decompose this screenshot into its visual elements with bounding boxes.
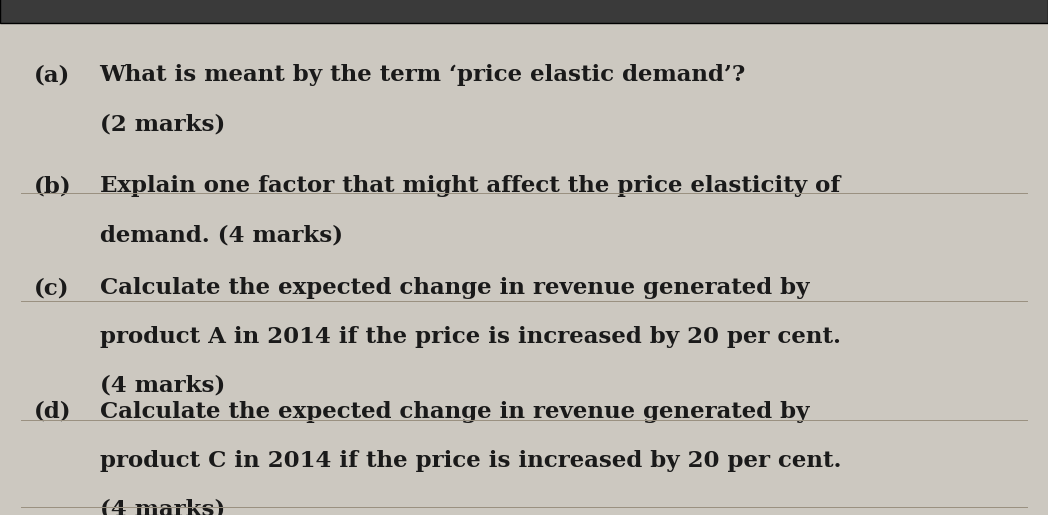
- Text: (b): (b): [34, 175, 71, 197]
- Text: product C in 2014 if the price is increased by 20 per cent.: product C in 2014 if the price is increa…: [100, 450, 842, 472]
- Text: product A in 2014 if the price is increased by 20 per cent.: product A in 2014 if the price is increa…: [100, 326, 840, 348]
- Text: Calculate the expected change in revenue generated by: Calculate the expected change in revenue…: [100, 401, 809, 423]
- Text: demand. (4 marks): demand. (4 marks): [100, 224, 343, 246]
- Text: (d): (d): [34, 401, 71, 423]
- Text: (4 marks): (4 marks): [100, 499, 225, 515]
- Text: (2 marks): (2 marks): [100, 113, 225, 135]
- Text: (c): (c): [34, 277, 69, 299]
- FancyBboxPatch shape: [0, 0, 1048, 23]
- Text: Calculate the expected change in revenue generated by: Calculate the expected change in revenue…: [100, 277, 809, 299]
- Text: Explain one factor that might affect the price elasticity of: Explain one factor that might affect the…: [100, 175, 839, 197]
- Text: What is meant by the term ‘price elastic demand’?: What is meant by the term ‘price elastic…: [100, 64, 746, 87]
- Text: (4 marks): (4 marks): [100, 375, 225, 397]
- Text: (a): (a): [34, 64, 70, 87]
